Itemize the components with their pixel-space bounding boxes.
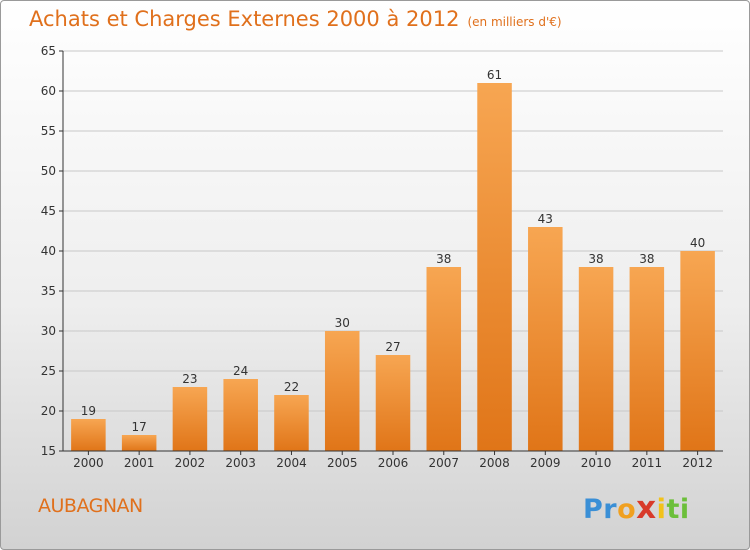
bar-2008 (477, 83, 512, 451)
axes: 15 20 25 30 35 40 45 50 55 60 65 2000 2001 2002 2003 20… (41, 44, 723, 470)
x-tick-label: 2003 (225, 456, 256, 470)
bar-value-label: 17 (132, 420, 147, 434)
bar-2011 (629, 267, 665, 451)
bar-2001 (121, 435, 157, 451)
bar-2010 (578, 267, 614, 451)
proxiti-logo[interactable]: Proxiti (583, 490, 690, 526)
chart-subtitle: (en milliers d'€) (467, 15, 562, 29)
bar-value-label: 19 (81, 404, 96, 418)
x-tick-label: 2008 (479, 456, 510, 470)
bar-2009 (528, 227, 563, 451)
chart-title-text: Achats et Charges Externes 2000 à 2012 (29, 7, 460, 31)
logo-part: x (636, 490, 657, 526)
x-tick-label: 2004 (276, 456, 307, 470)
bar-2006 (375, 355, 411, 451)
bar-value-label: 38 (436, 252, 451, 266)
x-tick-label: 2012 (682, 456, 713, 470)
y-tick-label: 15 (41, 444, 56, 458)
bar-2004 (274, 395, 309, 451)
x-tick-label: 2005 (327, 456, 358, 470)
bar-value-label: 24 (233, 364, 248, 378)
x-tick-label: 2007 (428, 456, 459, 470)
y-tick-label: 30 (41, 324, 56, 338)
bar-2007 (426, 267, 462, 451)
x-tick-label: 2009 (530, 456, 561, 470)
bar-value-label: 30 (335, 316, 350, 330)
bar-value-label: 40 (690, 236, 705, 250)
x-tick-label: 2002 (175, 456, 206, 470)
x-tick-label: 2011 (632, 456, 663, 470)
x-tick-label: 2006 (378, 456, 409, 470)
x-tick-label: 2000 (73, 456, 104, 470)
y-tick-label: 25 (41, 364, 56, 378)
y-tick-label: 65 (41, 44, 56, 58)
y-tick-label: 45 (41, 204, 56, 218)
bar-2005 (324, 331, 360, 451)
bar-2003 (223, 379, 258, 451)
y-tick-label: 50 (41, 164, 56, 178)
x-tick-label: 2001 (124, 456, 155, 470)
bar-2002 (172, 387, 208, 451)
x-tick-label: 2010 (581, 456, 612, 470)
bar-value-label: 22 (284, 380, 299, 394)
y-tick-label: 55 (41, 124, 56, 138)
bar-2012 (680, 251, 715, 451)
bar-value-label: 23 (182, 372, 197, 386)
bar-value-label: 38 (639, 252, 654, 266)
city-name: AUBAGNAN (38, 495, 143, 517)
y-tick-label: 20 (41, 404, 56, 418)
y-tick-label: 60 (41, 84, 56, 98)
bar-value-label: 38 (588, 252, 603, 266)
bar-value-label: 43 (538, 212, 553, 226)
logo-part: ti (666, 494, 690, 525)
y-tick-label: 35 (41, 284, 56, 298)
bar-value-label: 61 (487, 68, 502, 82)
bar-2000 (71, 419, 106, 451)
chart-title: Achats et Charges Externes 2000 à 2012 (e… (29, 7, 562, 31)
y-tick-label: 40 (41, 244, 56, 258)
bar-value-label: 27 (385, 340, 400, 354)
logo-part: i (656, 494, 667, 525)
logo-part: Pr (583, 494, 618, 525)
bars: 19 17 23 24 22 30 27 38 61 43 38 38 40 (71, 68, 715, 451)
logo-part: o (617, 494, 637, 525)
